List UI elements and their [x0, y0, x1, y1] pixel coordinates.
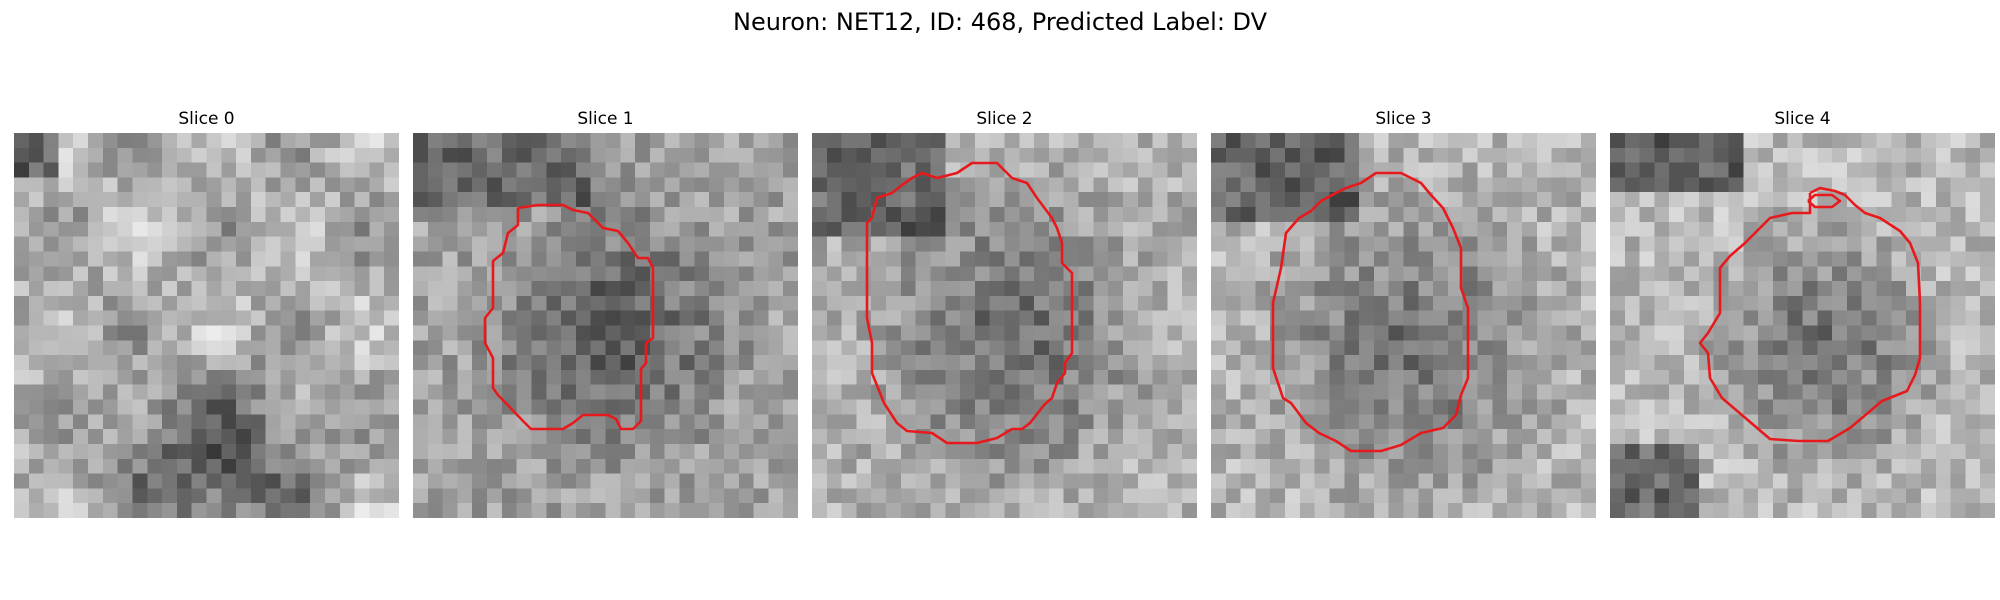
roi-contour-4 — [1698, 186, 1922, 443]
slice-image-canvas-1 — [413, 133, 798, 518]
slice-title-2: Slice 2 — [976, 109, 1033, 129]
slice-image-3 — [1211, 133, 1596, 518]
slice-panel-0: Slice 0 — [14, 108, 399, 518]
roi-contour-1 — [483, 203, 655, 431]
slice-image-canvas-0 — [14, 133, 399, 518]
slice-title-3: Slice 3 — [1375, 109, 1432, 129]
slice-contour-1 — [483, 203, 655, 431]
roi-contour-2 — [865, 161, 1074, 445]
figure-title: Neuron: NET12, ID: 468, Predicted Label:… — [732, 8, 1268, 36]
slice-image-canvas-3 — [1211, 133, 1596, 518]
slice-contour-2 — [865, 161, 1074, 445]
slice-image-0 — [14, 133, 399, 518]
slice-contour-3 — [1271, 171, 1470, 453]
slice-contour-4 — [1698, 186, 1922, 443]
slice-panel-4: Slice 4 — [1610, 108, 1995, 518]
roi-contour-small-4 — [1807, 193, 1842, 209]
slice-image-canvas-4 — [1610, 133, 1995, 518]
slice-panel-3: Slice 3 — [1211, 108, 1596, 518]
slice-image-4 — [1610, 133, 1995, 518]
slice-panel-1: Slice 1 — [413, 108, 798, 518]
slice-panel-2: Slice 2 — [812, 108, 1197, 518]
slice-image-1 — [413, 133, 798, 518]
slice-title-1: Slice 1 — [577, 109, 634, 129]
slice-title-0: Slice 0 — [178, 109, 235, 129]
slice-image-2 — [812, 133, 1197, 518]
roi-contour-3 — [1271, 171, 1470, 453]
slice-title-4: Slice 4 — [1774, 109, 1831, 129]
